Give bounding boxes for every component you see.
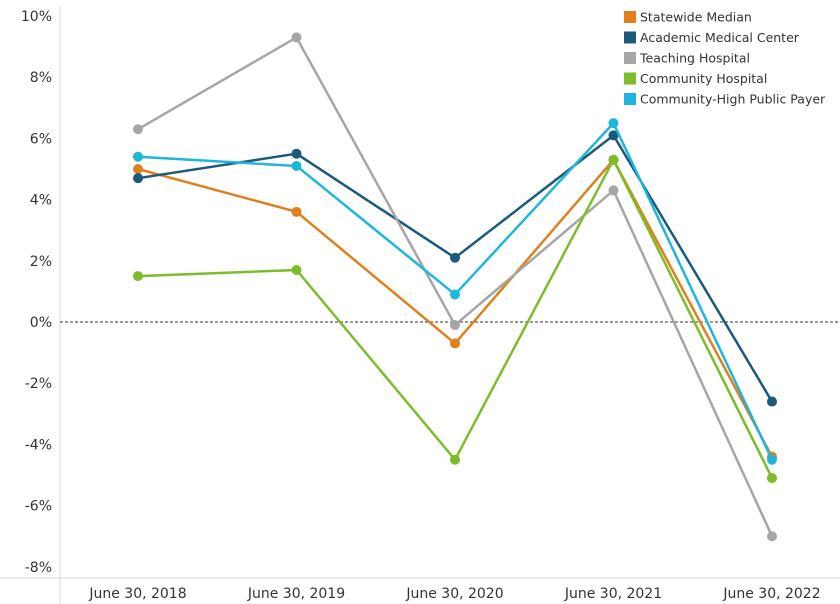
y-tick-label: 6% xyxy=(30,131,52,147)
y-tick-label: 2% xyxy=(30,254,52,270)
series-line xyxy=(137,158,774,458)
data-point xyxy=(291,32,302,43)
data-point xyxy=(291,264,302,275)
legend-label: Statewide Median xyxy=(640,10,752,25)
data-point xyxy=(291,160,302,171)
legend-item: Community Hospital xyxy=(624,71,767,86)
data-point xyxy=(133,271,143,282)
data-point xyxy=(767,454,777,465)
legend-label: Community-High Public Payer xyxy=(640,92,826,107)
x-tick-label: June 30, 2019 xyxy=(247,586,345,602)
y-tick-labels: 10% 8% 6% 4% 2% 0% -2% -4% -6% -8% xyxy=(21,9,52,576)
data-point xyxy=(608,118,619,129)
legend-item: Statewide Median xyxy=(624,10,752,25)
x-tick-labels: June 30, 2018 June 30, 2019 June 30, 2020 J… xyxy=(88,586,820,602)
y-tick-label: 4% xyxy=(30,193,52,209)
y-tick-label: -2% xyxy=(25,376,52,392)
legend-swatch xyxy=(624,72,636,85)
series-community-high-public-payer xyxy=(133,118,777,465)
legend-swatch xyxy=(624,31,636,44)
x-tick-label: June 30, 2018 xyxy=(88,586,186,602)
legend-swatch xyxy=(624,93,636,105)
series-layer xyxy=(133,32,777,542)
data-point xyxy=(450,454,460,465)
data-point xyxy=(450,252,460,263)
series-statewide-median xyxy=(133,154,777,462)
legend-item: Academic Medical Center xyxy=(624,30,800,45)
data-point xyxy=(291,148,302,159)
legend-swatch xyxy=(624,11,636,23)
axes xyxy=(0,6,840,604)
legend-item: Community-High Public Payer xyxy=(624,92,826,107)
series-line xyxy=(137,158,774,479)
series-line xyxy=(137,134,774,403)
legend-label: Community Hospital xyxy=(640,71,767,86)
data-point xyxy=(608,154,619,165)
legend-item: Teaching Hospital xyxy=(624,51,750,66)
data-point xyxy=(767,531,777,542)
data-point xyxy=(133,151,143,162)
data-point xyxy=(133,164,143,174)
y-tick-label: 0% xyxy=(30,315,52,331)
x-tick-label: June 30, 2020 xyxy=(405,586,503,602)
y-tick-label: -6% xyxy=(25,499,52,515)
legend-label: Academic Medical Center xyxy=(640,30,800,45)
data-point xyxy=(608,130,619,141)
legend-swatch xyxy=(624,52,636,64)
data-point xyxy=(450,338,460,349)
y-tick-label: 10% xyxy=(21,9,52,25)
data-point xyxy=(767,473,777,484)
data-point xyxy=(608,185,619,196)
y-tick-label: -4% xyxy=(25,437,52,453)
y-tick-label: 8% xyxy=(30,70,52,86)
data-point xyxy=(767,396,777,407)
data-point xyxy=(450,289,460,300)
x-tick-label: June 30, 2021 xyxy=(564,586,662,602)
data-point xyxy=(133,124,143,135)
series-academic-medical-center xyxy=(133,130,777,407)
legend-label: Teaching Hospital xyxy=(639,51,750,66)
y-tick-label: -8% xyxy=(25,560,52,576)
series-community-hospital xyxy=(133,154,777,484)
series-teaching-hospital xyxy=(133,32,777,542)
data-point xyxy=(450,320,460,331)
legend: Statewide Median Academic Medical Center T… xyxy=(624,10,826,107)
data-point xyxy=(291,206,302,217)
data-point xyxy=(133,173,143,184)
x-tick-label: June 30, 2022 xyxy=(722,586,820,602)
